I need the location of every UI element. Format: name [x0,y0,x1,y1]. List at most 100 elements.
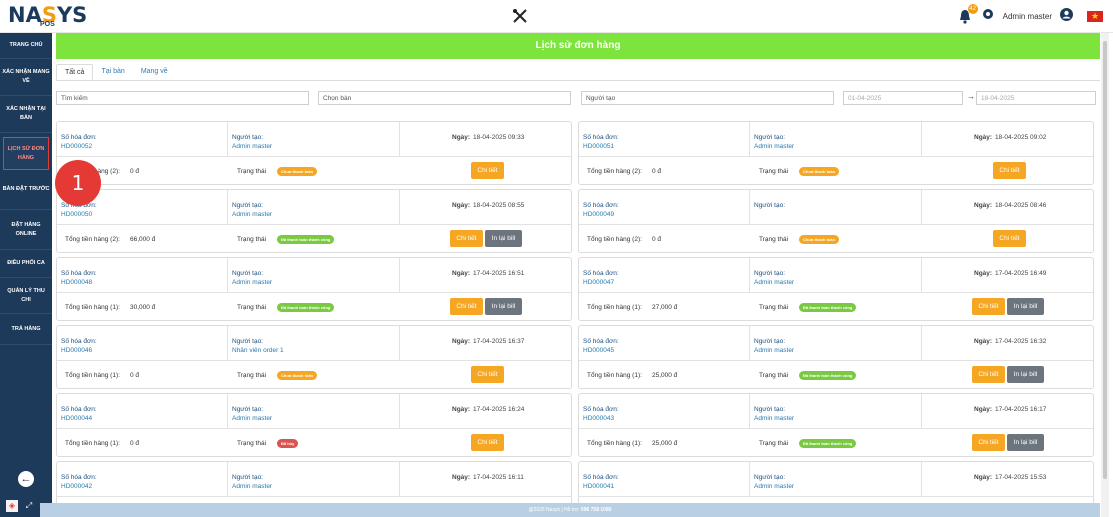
creator-label: Người tạo: [232,474,264,481]
detail-button[interactable]: Chi tiết [972,298,1005,315]
creator-cell: Người tạo: Admin master [228,394,400,429]
sidebar-item-order-history[interactable]: LỊCH SỬ ĐƠN HÀNG [3,137,49,170]
detail-button[interactable]: Chi tiết [972,366,1005,383]
reprint-bill-button[interactable]: In lại bill [485,298,522,315]
order-card: Số hóa đơn: HD000044 Người tạo: Admin maste… [56,393,572,457]
reprint-bill-button[interactable]: In lại bill [1007,366,1044,383]
detail-button[interactable]: Chi tiết [993,162,1026,179]
sidebar-item-home[interactable]: TRANG CHỦ [0,33,52,59]
scrollbar-thumb[interactable] [1103,41,1107,479]
creator-cell: Người tạo: Admin master [750,394,922,429]
order-card-footer: Tổng tiền hàng (1): 0 đ Trạng thái Chưa tha… [57,362,571,389]
creator-name: Admin master [232,211,273,218]
order-number[interactable]: HD000046 [61,347,93,354]
date-label: Ngày: [974,202,993,209]
search-input[interactable]: Tìm kiếm [56,91,309,105]
order-number-cell: Số hóa đơn: HD000051 [579,122,750,157]
date-to-input[interactable]: 18-04-2025 [976,91,1096,105]
settings-gear-icon[interactable] [981,7,995,26]
order-total-label: Tổng tiền hàng (1): [65,440,120,447]
detail-button[interactable]: Chi tiết [471,162,504,179]
fullscreen-icon[interactable]: ⤢ [23,500,35,512]
creator-name: Nhân viên order 1 [232,347,284,354]
order-date: 18-04-2025 09:33 [473,134,525,141]
date-cell: Ngày: 17-04-2025 16:49 [922,258,1093,293]
order-number-cell: Số hóa đơn: HD000049 [579,190,750,225]
creator-select[interactable]: Người tạo [581,91,834,105]
order-number[interactable]: HD000051 [583,143,615,150]
order-number-label: Số hóa đơn: [583,202,619,209]
date-cell: Ngày: 17-04-2025 16:32 [922,326,1093,361]
scrollbar[interactable] [1101,33,1109,517]
order-date: 18-04-2025 09:02 [995,134,1047,141]
detail-button[interactable]: Chi tiết [450,298,483,315]
order-total-amount: 0 đ [130,168,140,175]
tab-takeaway[interactable]: Mang về [140,68,168,75]
creator-name: Admin master [754,483,795,490]
order-date: 17-04-2025 16:51 [473,270,525,277]
detail-button[interactable]: Chi tiết [450,230,483,247]
order-number[interactable]: HD000048 [61,279,93,286]
order-card-header: Số hóa đơn: HD000045 Người tạo: Admin maste… [579,326,1093,361]
sidebar-item-cashflow[interactable]: QUẢN LÝ THU CHI [0,278,52,314]
user-name[interactable]: Admin master [1002,12,1052,21]
order-number[interactable]: HD000049 [583,211,615,218]
detail-button[interactable]: Chi tiết [471,434,504,451]
date-cell: Ngày: 17-04-2025 16:51 [400,258,571,293]
detail-button[interactable]: Chi tiết [972,434,1005,451]
tab-dine-in[interactable]: Tại bàn [101,68,125,75]
creator-label: Người tạo: [754,338,786,345]
collapse-sidebar-icon[interactable]: ← [18,471,34,487]
detail-button[interactable]: Chi tiết [993,230,1026,247]
status-label: Trạng thái [759,372,789,379]
order-number[interactable]: HD000050 [61,211,93,218]
status-label: Trạng thái [759,236,789,243]
user-avatar-icon[interactable] [1060,7,1073,26]
order-card: Số hóa đơn: HD000045 Người tạo: Admin maste… [578,325,1094,389]
order-number[interactable]: HD000043 [583,415,615,422]
sidebar-item-reservations[interactable]: BÀN ĐẶT TRƯỚC [0,170,52,210]
date-cell: Ngày: 17-04-2025 15:53 [922,462,1093,497]
order-card-footer: Tổng tiền hàng (1): 30,000 đ Trạng thái Đã … [57,294,571,321]
creator-cell: Người tạo: Admin master [750,326,922,361]
language-flag-icon[interactable]: ★ [1087,11,1103,22]
notification-count: 42 [967,3,978,14]
notification-bell-icon[interactable]: 42 [957,3,978,25]
order-number-cell: Số hóa đơn: HD000041 [579,462,750,497]
order-total-label: Tổng tiền hàng (1): [65,304,120,311]
creator-cell: Người tạo: [750,190,922,225]
order-card-footer: Tổng tiền hàng (1): 0 đ Trạng thái Đã hủy Ch… [57,430,571,457]
footer-text: @2025 Nasys | Hỗ trợ: [528,507,581,513]
tab-all[interactable]: Tất cả [56,64,94,80]
sidebar-item-returns[interactable]: TRẢ HÀNG [0,314,52,345]
order-total-amount: 25,000 đ [652,372,678,379]
reprint-bill-button[interactable]: In lại bill [1007,434,1044,451]
order-card-footer: Tổng tiền hàng (1): 25,000 đ Trạng thái Đã … [579,362,1093,389]
sidebar-item-online-orders[interactable]: ĐẶT HÀNG ONLINE [0,210,52,250]
order-number[interactable]: HD000041 [583,483,615,490]
sidebar-item-shift[interactable]: ĐIỀU PHỐI CA [0,250,52,278]
order-card-header: Số hóa đơn: HD000041 Người tạo: Admin maste… [579,462,1093,497]
status-badge: Đã thanh toán thành công [799,439,857,448]
order-number[interactable]: HD000047 [583,279,615,286]
table-select[interactable]: Chọn bàn [318,91,571,105]
tools-icon[interactable] [511,7,529,25]
reprint-bill-button[interactable]: In lại bill [485,230,522,247]
status-badge: Đã thanh toán thành công [799,303,857,312]
order-number[interactable]: HD000052 [61,143,93,150]
sidebar-item-table-confirm[interactable]: XÁC NHẬN TẠI BÀN [0,96,52,133]
order-number[interactable]: HD000042 [61,483,93,490]
order-number[interactable]: HD000045 [583,347,615,354]
logo-sub: POS [40,21,55,28]
date-from-input[interactable]: 01-04-2025 [843,91,963,105]
date-cell: Ngày: 18-04-2025 09:02 [922,122,1093,157]
order-number-cell: Số hóa đơn: HD000052 [57,122,228,157]
order-number-label: Số hóa đơn: [61,270,97,277]
app-icon[interactable]: ◈ [6,500,18,512]
order-number-cell: Số hóa đơn: HD000047 [579,258,750,293]
sidebar-item-takeaway-confirm[interactable]: XÁC NHẬN MANG VỀ [0,59,52,96]
detail-button[interactable]: Chi tiết [471,366,504,383]
reprint-bill-button[interactable]: In lại bill [1007,298,1044,315]
order-number[interactable]: HD000044 [61,415,93,422]
